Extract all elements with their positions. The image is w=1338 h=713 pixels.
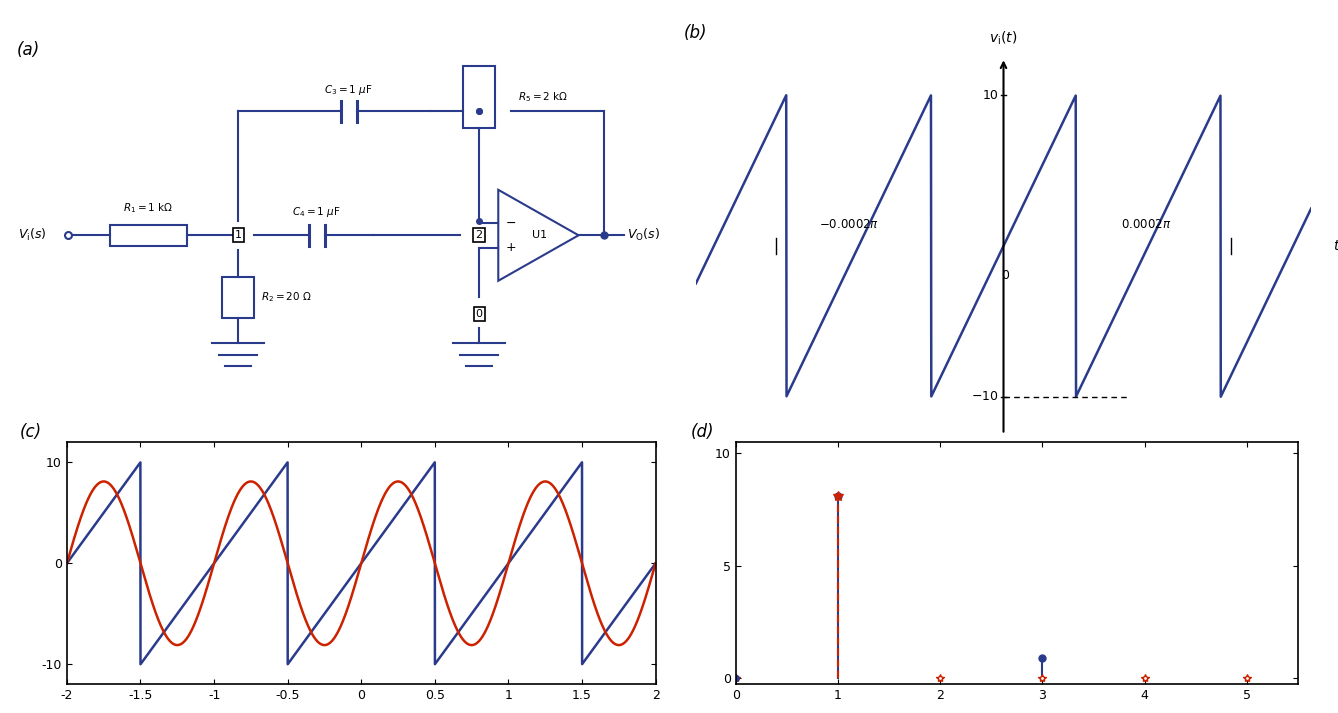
Text: $C_4 = 1$ $\mu$F: $C_4 = 1$ $\mu$F (292, 205, 341, 219)
Bar (463, 66, 495, 128)
Text: (b): (b) (684, 24, 706, 42)
Text: $V_{\mathrm{O}}(s)$: $V_{\mathrm{O}}(s)$ (626, 227, 660, 243)
Text: $-0.0002\pi$: $-0.0002\pi$ (819, 218, 879, 231)
Bar (222, 277, 254, 318)
Text: 0: 0 (1001, 269, 1009, 282)
Text: $R_2 = 20$ $\Omega$: $R_2 = 20$ $\Omega$ (261, 290, 312, 304)
Text: U1: U1 (533, 230, 547, 240)
Text: (d): (d) (690, 423, 714, 441)
Text: $-$10: $-$10 (970, 390, 998, 404)
Text: (a): (a) (16, 41, 40, 59)
Text: $R_1 = 1$ k$\Omega$: $R_1 = 1$ k$\Omega$ (123, 201, 174, 215)
Text: $t$: $t$ (1333, 239, 1338, 253)
Text: $-$: $-$ (504, 216, 516, 230)
Text: 1: 1 (234, 230, 242, 240)
Text: $v_{\mathrm{i}}(t)$: $v_{\mathrm{i}}(t)$ (989, 29, 1018, 47)
Text: $0.0002\pi$: $0.0002\pi$ (1121, 218, 1171, 231)
Bar (110, 225, 187, 245)
Text: $R_5 = 2$ k$\Omega$: $R_5 = 2$ k$\Omega$ (518, 90, 567, 103)
Text: $V_{\mathrm{i}}(s)$: $V_{\mathrm{i}}(s)$ (19, 227, 47, 243)
Text: 2: 2 (475, 230, 483, 240)
Text: The triangular–wave input voltage waveform: The triangular–wave input voltage wavefo… (847, 509, 1160, 523)
Text: (c): (c) (20, 423, 41, 441)
Text: $C_3 = 1$ $\mu$F: $C_3 = 1$ $\mu$F (324, 83, 373, 97)
Text: 0: 0 (475, 309, 483, 319)
Text: $+$: $+$ (504, 241, 516, 255)
Text: 10: 10 (982, 88, 998, 102)
